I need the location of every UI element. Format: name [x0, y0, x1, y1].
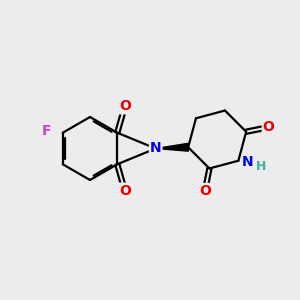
Text: O: O: [119, 184, 131, 198]
Polygon shape: [156, 143, 188, 151]
Text: H: H: [255, 160, 266, 172]
Text: O: O: [263, 120, 274, 134]
Text: O: O: [119, 99, 131, 113]
Text: F: F: [41, 124, 51, 138]
Text: O: O: [199, 184, 211, 198]
Text: N: N: [242, 155, 254, 169]
Text: N: N: [150, 142, 161, 155]
